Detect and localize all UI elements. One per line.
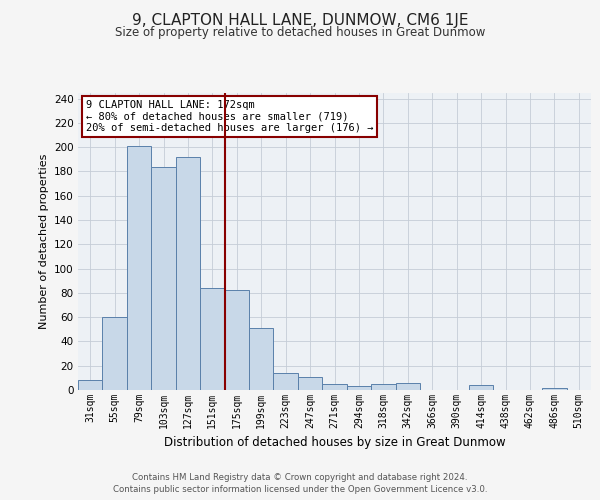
Bar	[469, 385, 493, 390]
Bar	[103, 317, 127, 390]
Text: Contains public sector information licensed under the Open Government Licence v3: Contains public sector information licen…	[113, 485, 487, 494]
Text: Contains HM Land Registry data © Crown copyright and database right 2024.: Contains HM Land Registry data © Crown c…	[132, 472, 468, 482]
Bar	[542, 388, 566, 390]
Bar	[249, 328, 274, 390]
Bar	[224, 290, 249, 390]
Bar	[78, 380, 103, 390]
Bar	[176, 157, 200, 390]
Text: 9, CLAPTON HALL LANE, DUNMOW, CM6 1JE: 9, CLAPTON HALL LANE, DUNMOW, CM6 1JE	[132, 12, 468, 28]
Y-axis label: Number of detached properties: Number of detached properties	[38, 154, 49, 329]
Text: 9 CLAPTON HALL LANE: 172sqm
← 80% of detached houses are smaller (719)
20% of se: 9 CLAPTON HALL LANE: 172sqm ← 80% of det…	[86, 100, 373, 133]
Text: Size of property relative to detached houses in Great Dunmow: Size of property relative to detached ho…	[115, 26, 485, 39]
Bar	[347, 386, 371, 390]
Bar	[371, 384, 395, 390]
Bar	[200, 288, 224, 390]
Bar	[151, 166, 176, 390]
Bar	[274, 373, 298, 390]
Bar	[127, 146, 151, 390]
X-axis label: Distribution of detached houses by size in Great Dunmow: Distribution of detached houses by size …	[164, 436, 505, 450]
Bar	[322, 384, 347, 390]
Bar	[298, 376, 322, 390]
Bar	[395, 382, 420, 390]
